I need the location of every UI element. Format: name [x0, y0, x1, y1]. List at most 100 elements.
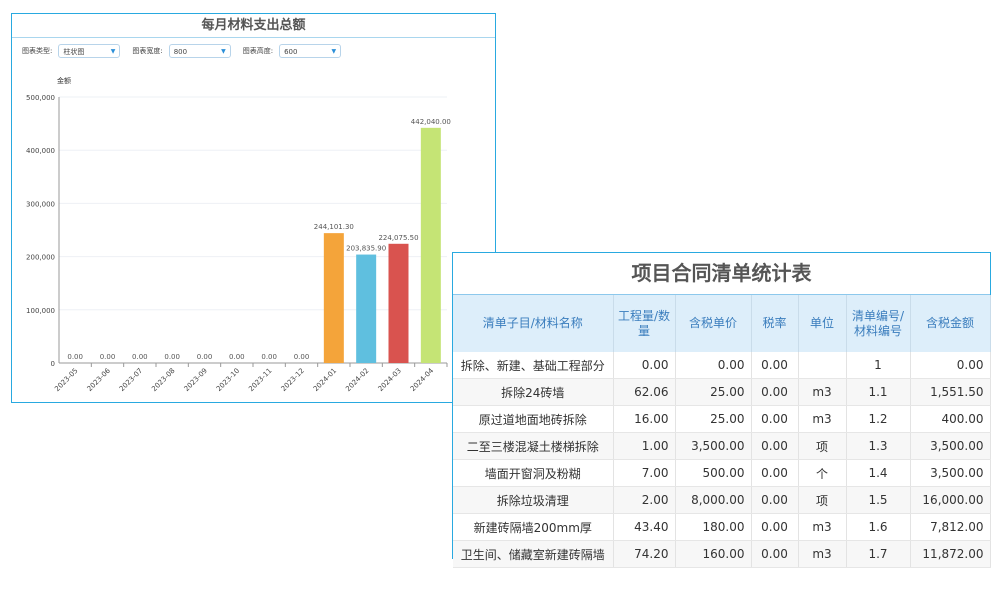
table-cell: 卫生间、储藏室新建砖隔墙 — [453, 540, 614, 568]
select-value: 800 — [173, 48, 188, 56]
column-header[interactable]: 含税金额 — [910, 295, 991, 352]
table-cell: 180.00 — [675, 513, 752, 541]
table-cell: 16,000.00 — [910, 486, 991, 514]
table-row[interactable]: 卫生间、储藏室新建砖隔墙 74.20 160.00 0.00 m3 1.7 11,872.0… — [453, 540, 991, 568]
data-label: 442,040.00 — [411, 118, 451, 126]
bar[interactable] — [356, 254, 377, 363]
control-select[interactable]: 800 ▼ — [168, 44, 231, 58]
table-row[interactable]: 新建砖隔墙200mm厚 43.40 180.00 0.00 m3 1.6 7,812.00 — [453, 513, 991, 541]
table-cell: 11,872.00 — [910, 540, 991, 568]
chart-panel: 每月材料支出总额 图表类型: 柱状图 ▼ 图表宽度: 800 ▼ 图表高度: 600 ▼ 金额 0… — [11, 13, 496, 403]
data-label: 0.00 — [197, 353, 213, 361]
bar[interactable] — [420, 127, 441, 363]
data-label: 0.00 — [261, 353, 277, 361]
table-cell: 43.40 — [613, 513, 676, 541]
table-cell: 1.2 — [846, 405, 911, 433]
column-header[interactable]: 单位 — [798, 295, 847, 352]
table-title: 项目合同清单统计表 — [453, 253, 990, 295]
y-tick-label: 0 — [51, 360, 55, 368]
table-cell: 1.1 — [846, 378, 911, 406]
table-cell: 1.6 — [846, 513, 911, 541]
table-cell: 项 — [798, 432, 847, 460]
data-label: 203,835.90 — [346, 245, 386, 253]
y-tick-label: 200,000 — [26, 254, 55, 262]
chart-title: 每月材料支出总额 — [12, 14, 495, 38]
table-cell: m3 — [798, 540, 847, 568]
control-label: 图表高度: — [242, 47, 274, 55]
table-cell: m3 — [798, 378, 847, 406]
table-row[interactable]: 拆除、新建、基础工程部分 0.00 0.00 0.00 1 0.00 — [453, 352, 991, 379]
table-cell: 7.00 — [613, 459, 676, 487]
column-header[interactable]: 工程量/数量 — [613, 295, 676, 352]
table-cell: 原过道地面地砖拆除 — [453, 405, 614, 433]
table-cell: 0.00 — [910, 352, 991, 379]
x-tick-label: 2024-04 — [409, 366, 436, 393]
bar[interactable] — [388, 243, 409, 363]
table-cell: 1.3 — [846, 432, 911, 460]
table-cell: 7,812.00 — [910, 513, 991, 541]
table-cell: 0.00 — [751, 486, 799, 514]
table-cell: 1.4 — [846, 459, 911, 487]
chevron-down-icon: ▼ — [331, 48, 337, 55]
column-header[interactable]: 含税单价 — [675, 295, 752, 352]
y-tick-label: 400,000 — [26, 147, 55, 155]
table-cell: 74.20 — [613, 540, 676, 568]
data-label: 0.00 — [164, 353, 180, 361]
table-cell — [798, 352, 847, 379]
data-label: 224,075.50 — [378, 234, 418, 242]
table-cell: 3,500.00 — [910, 432, 991, 460]
table-cell: 400.00 — [910, 405, 991, 433]
x-tick-label: 2023-09 — [183, 367, 209, 393]
column-header[interactable]: 清单子目/材料名称 — [453, 295, 614, 352]
y-tick-label: 300,000 — [26, 200, 55, 208]
table-cell: 1.5 — [846, 486, 911, 514]
table-cell: 墙面开窗洞及粉糊 — [453, 459, 614, 487]
table-cell: 3,500.00 — [675, 432, 752, 460]
table-cell: 25.00 — [675, 405, 752, 433]
x-tick-label: 2023-05 — [53, 367, 79, 393]
table-cell: 拆除、新建、基础工程部分 — [453, 352, 614, 379]
table-cell: 8,000.00 — [675, 486, 752, 514]
x-tick-label: 2024-03 — [377, 367, 403, 393]
control-select[interactable]: 柱状图 ▼ — [58, 44, 121, 58]
table-cell: 2.00 — [613, 486, 676, 514]
table-row[interactable]: 拆除24砖墙 62.06 25.00 0.00 m3 1.1 1,551.50 — [453, 378, 991, 406]
x-tick-label: 2023-07 — [118, 367, 144, 393]
data-label: 0.00 — [67, 353, 83, 361]
table-cell: 二至三楼混凝土楼梯拆除 — [453, 432, 614, 460]
table-cell: 1 — [846, 352, 911, 379]
data-label: 0.00 — [132, 353, 148, 361]
control-label: 图表宽度: — [132, 47, 163, 55]
bar-chart: 金额 0 100,000 200,000 300,000 400,000 500,000 0.… — [26, 76, 451, 393]
data-label: 0.00 — [100, 353, 116, 361]
table-cell: 1.7 — [846, 540, 911, 568]
table-cell: 0.00 — [675, 352, 752, 379]
table-row[interactable]: 墙面开窗洞及粉糊 7.00 500.00 0.00 个 1.4 3,500.00 — [453, 459, 991, 487]
table-row[interactable]: 二至三楼混凝土楼梯拆除 1.00 3,500.00 0.00 项 1.3 3,500.00 — [453, 432, 991, 460]
table-cell: 0.00 — [751, 540, 799, 568]
table-cell: m3 — [798, 405, 847, 433]
table-cell: 16.00 — [613, 405, 676, 433]
chart-controls: 图表类型: 柱状图 ▼ 图表宽度: 800 ▼ 图表高度: 600 ▼ — [22, 44, 353, 58]
table-cell: 62.06 — [613, 378, 676, 406]
y-axis-label: 金额 — [57, 76, 71, 85]
select-value: 600 — [284, 48, 298, 56]
control-select[interactable]: 600 ▼ — [279, 44, 342, 58]
table-cell: 0.00 — [751, 459, 799, 487]
control-label: 图表类型: — [22, 47, 53, 55]
column-header[interactable]: 税率 — [751, 295, 799, 352]
table-cell: 新建砖隔墙200mm厚 — [453, 513, 614, 541]
x-tick-label: 2023-08 — [150, 367, 176, 393]
x-tick-label: 2024-02 — [344, 367, 370, 393]
table-row[interactable]: 拆除垃圾清理 2.00 8,000.00 0.00 项 1.5 16,000.00 — [453, 486, 991, 514]
y-tick-label: 100,000 — [26, 307, 55, 315]
table-cell: 拆除24砖墙 — [453, 378, 614, 406]
column-header[interactable]: 清单编号/材料编号 — [846, 295, 911, 352]
table-cell: 0.00 — [751, 432, 799, 460]
x-tick-label: 2023-10 — [215, 367, 241, 393]
table-cell: 0.00 — [613, 352, 676, 379]
table-row[interactable]: 原过道地面地砖拆除 16.00 25.00 0.00 m3 1.2 400.00 — [453, 405, 991, 433]
table-cell: 500.00 — [675, 459, 752, 487]
bar[interactable] — [323, 233, 344, 363]
contract-table: 清单子目/材料名称 工程量/数量 含税单价 税率 单位 清单编号/材料编号 含税金额 拆除、… — [453, 295, 991, 568]
